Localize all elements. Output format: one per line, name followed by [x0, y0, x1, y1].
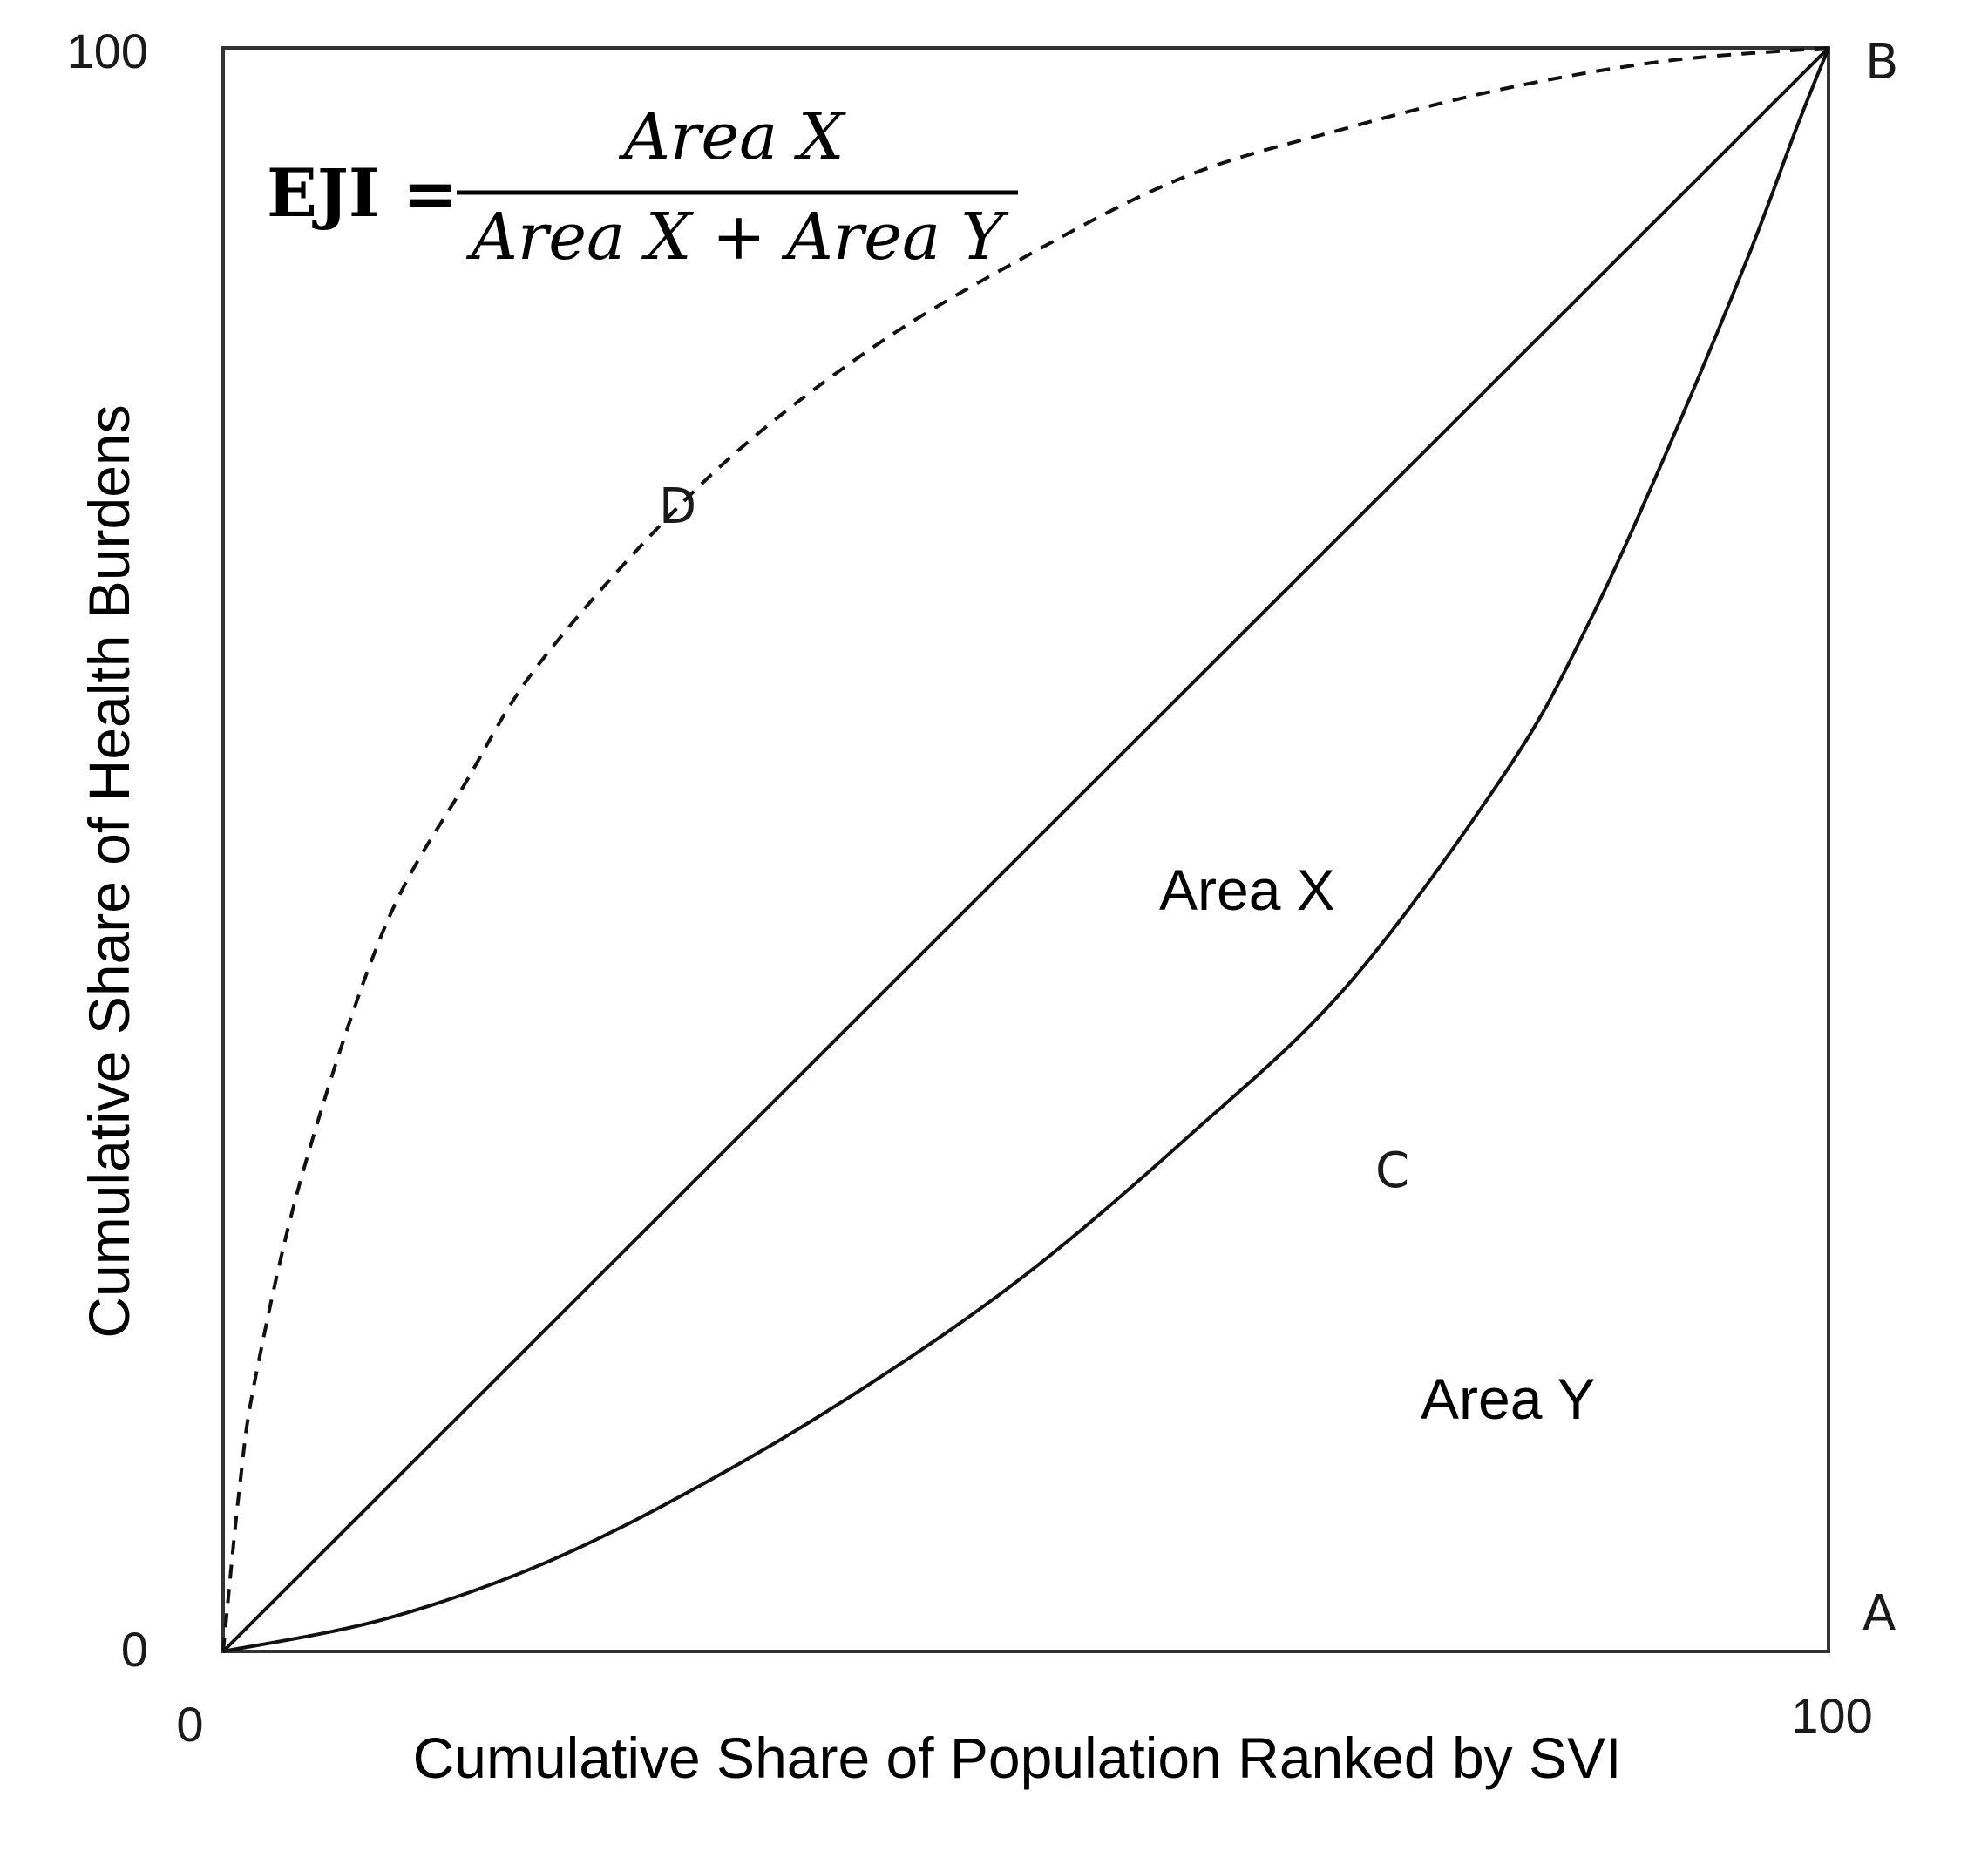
curve-label-c: C [1375, 1143, 1409, 1199]
area-y-label: Area Y [1421, 1366, 1596, 1431]
plot-frame [221, 46, 1830, 1653]
point-label-b: B [1865, 34, 1898, 91]
eji-formula: EJI = Area X Area X + Area Y [267, 99, 1018, 275]
area-x-label: Area X [1159, 858, 1335, 922]
formula-denominator: Area X + Area Y [465, 200, 1008, 275]
point-label-a: A [1862, 1585, 1896, 1642]
formula-numerator: Area X [619, 99, 847, 174]
equality-line [221, 46, 1830, 1653]
x-tick-left: 0 [176, 1697, 203, 1752]
curve-d-dashed [221, 46, 1829, 1652]
y-tick-bottom: 0 [121, 1622, 148, 1677]
curve-c [222, 47, 1830, 1653]
curve-label-d: D [659, 478, 696, 535]
curves [221, 46, 1830, 1653]
x-tick-right: 100 [1791, 1688, 1872, 1743]
y-tick-top: 100 [67, 24, 148, 78]
formula-lhs: EJI = [267, 154, 458, 232]
y-axis-label: Cumulative Share of Health Burdens [77, 404, 141, 1338]
x-axis-label: Cumulative Share of Population Ranked by… [413, 1726, 1622, 1790]
